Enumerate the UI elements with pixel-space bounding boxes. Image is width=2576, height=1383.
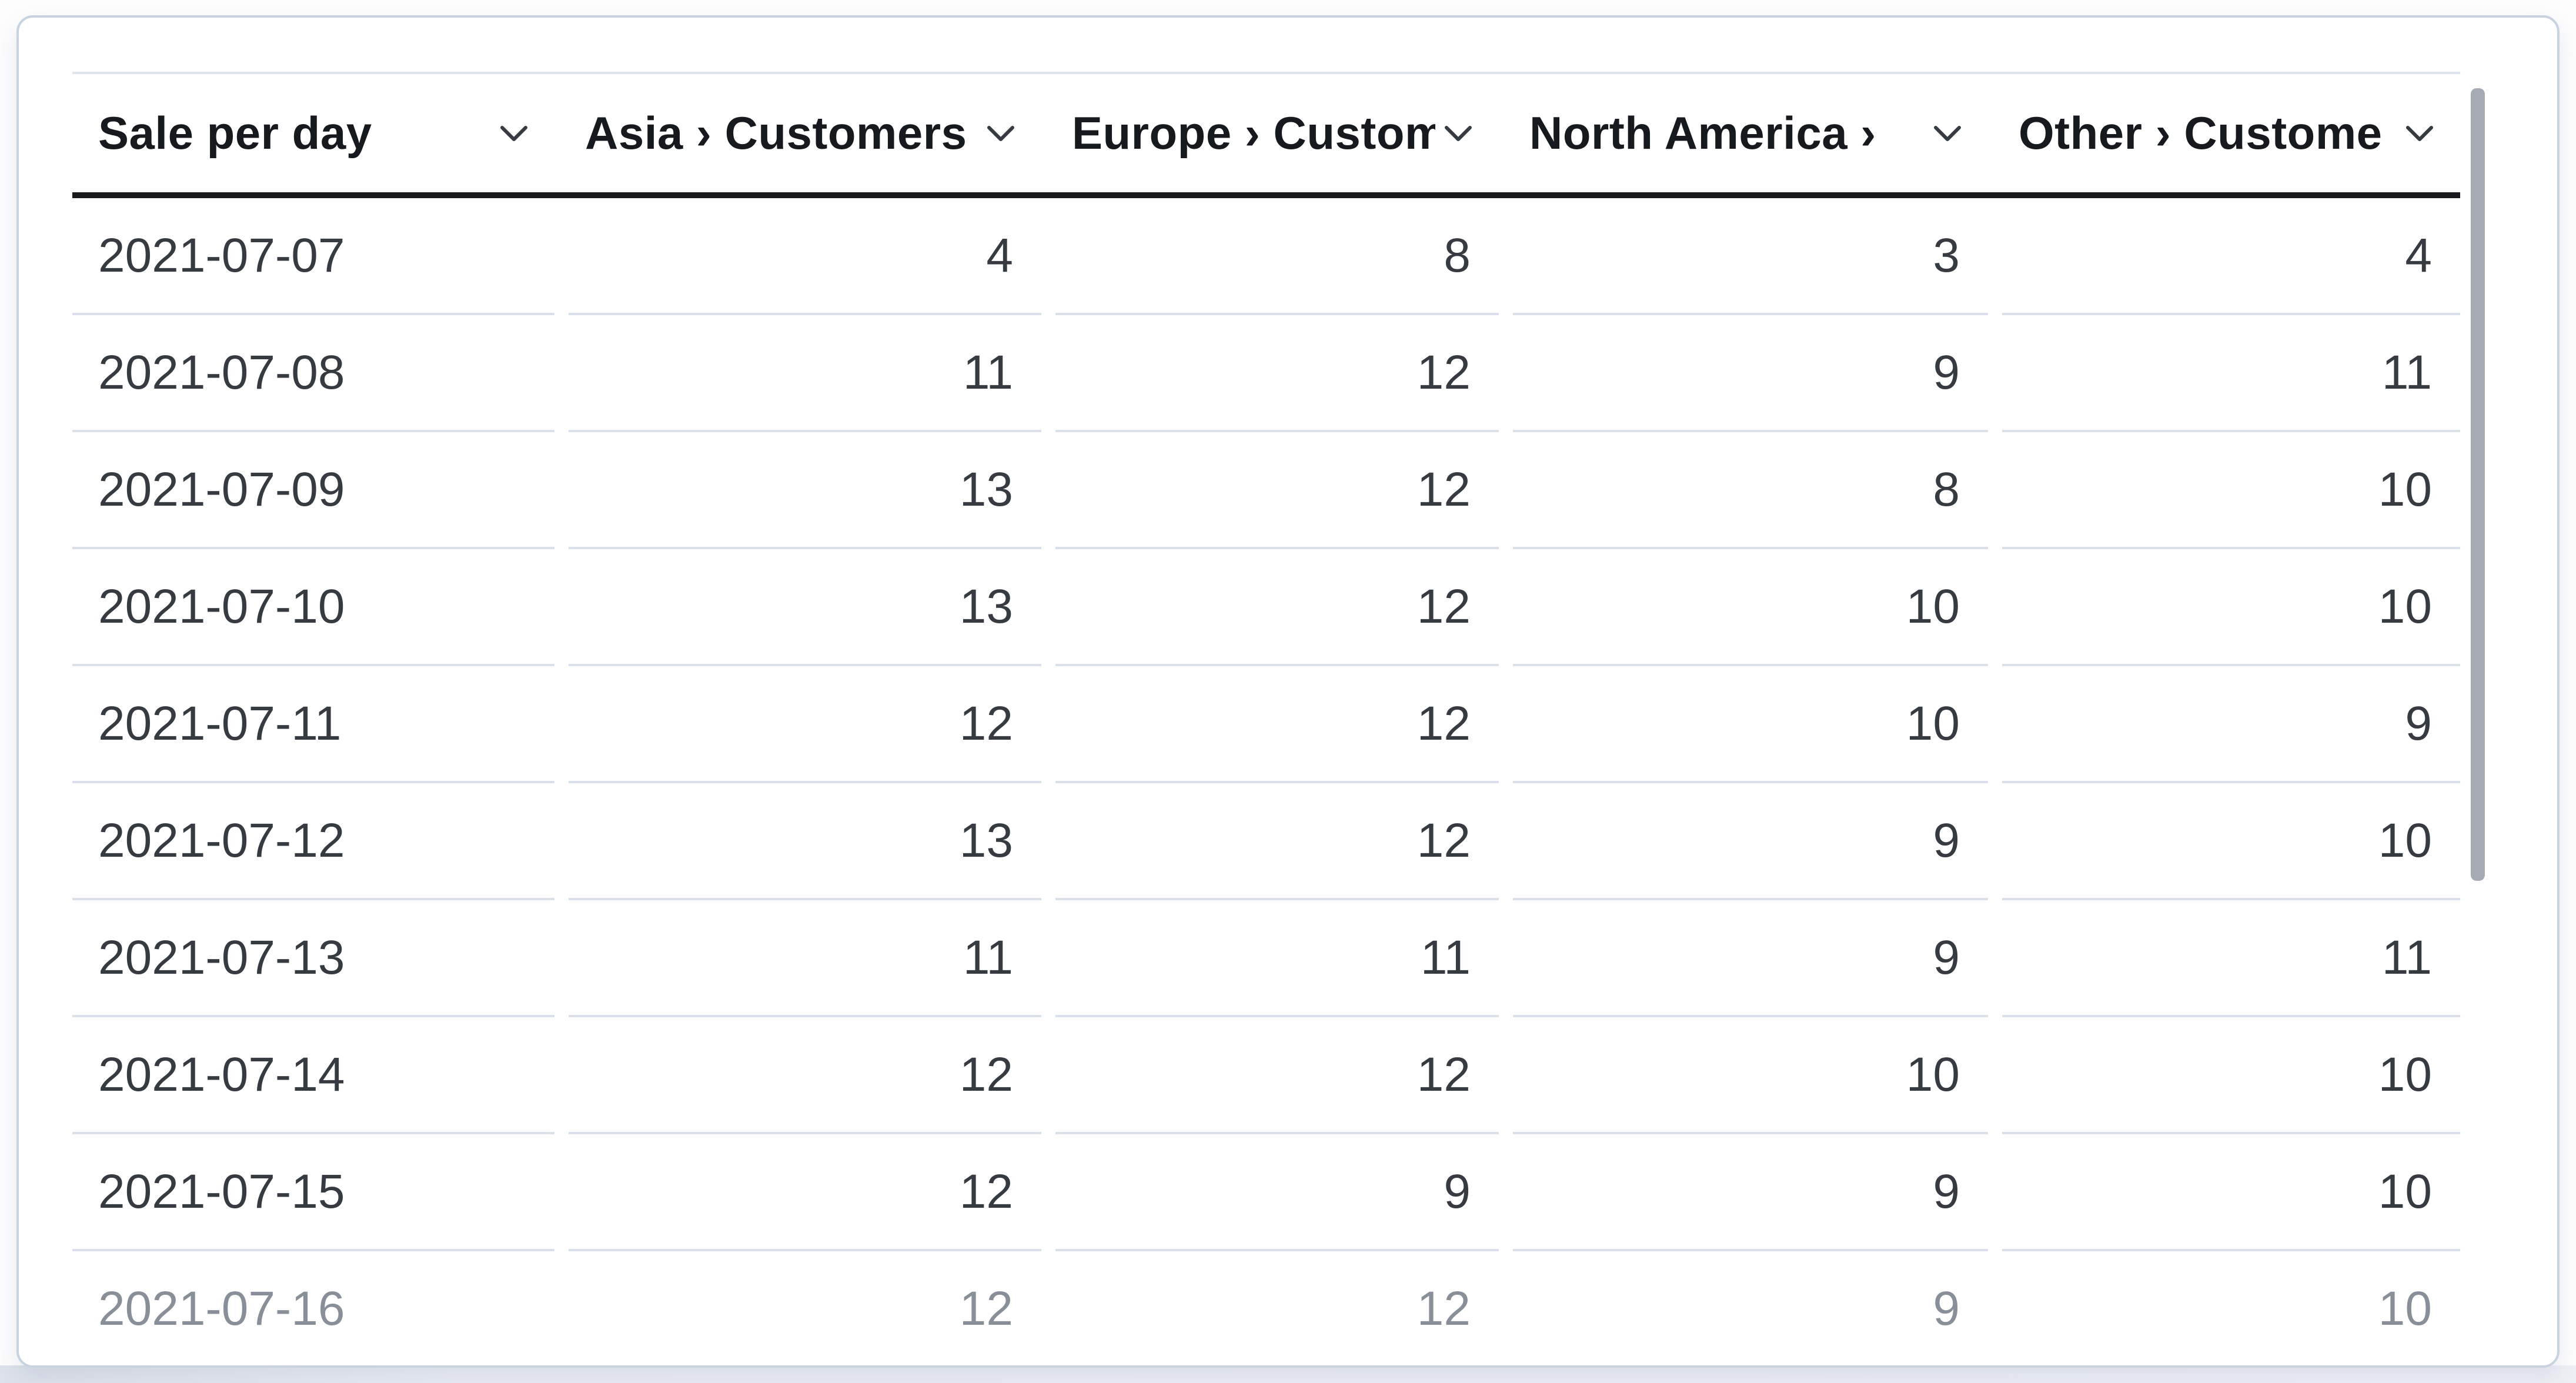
value-cell: 10: [2002, 1017, 2460, 1134]
table-header-row: Sale per day Asia › Customers Europe › Cus…: [72, 72, 2460, 198]
table-row: 2021-07-15 12 9 9 10: [72, 1134, 2460, 1251]
date-cell: 2021-07-10: [72, 549, 554, 666]
date-cell: 2021-07-14: [72, 1017, 554, 1134]
table-row: 2021-07-07 4 8 3 4: [72, 198, 2460, 315]
value-cell: 10: [2002, 783, 2460, 900]
date-cell: 2021-07-13: [72, 900, 554, 1017]
value-cell: 4: [569, 198, 1041, 315]
value-cell: 9: [1513, 1251, 1988, 1365]
value-cell: 13: [569, 432, 1041, 549]
table-row: 2021-07-13 11 11 9 11: [72, 900, 2460, 1017]
value-cell: 11: [1055, 900, 1499, 1017]
column-header-label: North America ›: [1529, 107, 1876, 159]
value-cell: 13: [569, 783, 1041, 900]
value-cell: 11: [2002, 900, 2460, 1017]
value-cell: 8: [1055, 198, 1499, 315]
date-cell: 2021-07-09: [72, 432, 554, 549]
column-header-europe[interactable]: Europe › Custom: [1055, 74, 1499, 192]
column-header-label: Sale per day: [98, 107, 372, 159]
table-row: 2021-07-09 13 12 8 10: [72, 432, 2460, 549]
value-cell: 10: [1513, 666, 1988, 783]
value-cell: 10: [2002, 1251, 2460, 1365]
value-cell: 9: [1513, 783, 1988, 900]
chevron-down-icon[interactable]: [1933, 125, 1962, 142]
table-body: 2021-07-07 4 8 3 4 2021-07-08 11 12 9 11 2021-07-0…: [72, 198, 2460, 1365]
column-header-date[interactable]: Sale per day: [72, 74, 554, 192]
value-cell: 12: [569, 1251, 1041, 1365]
value-cell: 11: [569, 315, 1041, 432]
date-cell: 2021-07-07: [72, 198, 554, 315]
value-cell: 12: [569, 666, 1041, 783]
value-cell: 9: [2002, 666, 2460, 783]
value-cell: 10: [1513, 1017, 1988, 1134]
column-header-asia[interactable]: Asia › Customers: [569, 74, 1041, 192]
chevron-down-icon[interactable]: [2405, 125, 2434, 142]
value-cell: 12: [1055, 666, 1499, 783]
table-row: 2021-07-12 13 12 9 10: [72, 783, 2460, 900]
value-cell: 12: [569, 1017, 1041, 1134]
value-cell: 12: [1055, 549, 1499, 666]
date-cell: 2021-07-12: [72, 783, 554, 900]
value-cell: 10: [2002, 432, 2460, 549]
table-row: 2021-07-16 12 12 9 10: [72, 1251, 2460, 1365]
value-cell: 10: [2002, 549, 2460, 666]
column-header-label: Asia › Customers: [585, 107, 967, 159]
value-cell: 12: [1055, 783, 1499, 900]
date-cell: 2021-07-16: [72, 1251, 554, 1365]
column-header-label: Europe › Custom: [1072, 107, 1435, 159]
table-row: 2021-07-14 12 12 10 10: [72, 1017, 2460, 1134]
page-bottom-band: [0, 1365, 2576, 1383]
date-cell: 2021-07-15: [72, 1134, 554, 1251]
value-cell: 13: [569, 549, 1041, 666]
value-cell: 12: [1055, 315, 1499, 432]
value-cell: 3: [1513, 198, 1988, 315]
chevron-down-icon[interactable]: [1444, 125, 1473, 142]
value-cell: 9: [1055, 1134, 1499, 1251]
table-row: 2021-07-11 12 12 10 9: [72, 666, 2460, 783]
value-cell: 12: [569, 1134, 1041, 1251]
value-cell: 9: [1513, 900, 1988, 1017]
date-cell: 2021-07-11: [72, 666, 554, 783]
sales-table: Sale per day Asia › Customers Europe › Cus…: [72, 72, 2460, 1365]
column-header-label: Other › Custome: [2019, 107, 2383, 159]
table-card: Sale per day Asia › Customers Europe › Cus…: [16, 15, 2560, 1368]
value-cell: 12: [1055, 432, 1499, 549]
date-cell: 2021-07-08: [72, 315, 554, 432]
value-cell: 10: [1513, 549, 1988, 666]
value-cell: 11: [2002, 315, 2460, 432]
value-cell: 10: [2002, 1134, 2460, 1251]
value-cell: 12: [1055, 1017, 1499, 1134]
chevron-down-icon[interactable]: [986, 125, 1015, 142]
table-row: 2021-07-10 13 12 10 10: [72, 549, 2460, 666]
value-cell: 11: [569, 900, 1041, 1017]
table-row: 2021-07-08 11 12 9 11: [72, 315, 2460, 432]
value-cell: 9: [1513, 315, 1988, 432]
value-cell: 8: [1513, 432, 1988, 549]
chevron-down-icon[interactable]: [499, 125, 529, 142]
value-cell: 9: [1513, 1134, 1988, 1251]
column-header-north-america[interactable]: North America ›: [1513, 74, 1988, 192]
value-cell: 4: [2002, 198, 2460, 315]
value-cell: 12: [1055, 1251, 1499, 1365]
vertical-scrollbar-thumb[interactable]: [2471, 88, 2485, 881]
column-header-other[interactable]: Other › Custome: [2002, 74, 2460, 192]
